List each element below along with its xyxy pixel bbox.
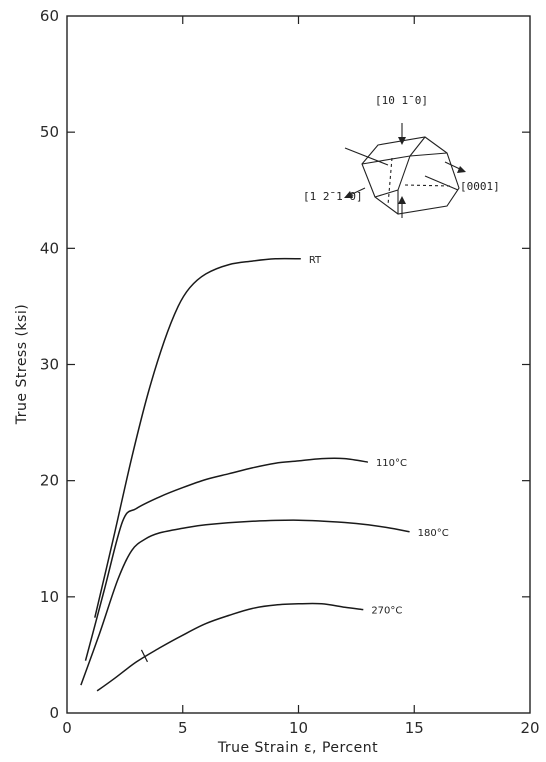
- axis-ticks: 0 5 10 15 20 0 10 20 30 40 50 60: [40, 7, 540, 737]
- y-axis-title: True Stress (ksi): [14, 304, 30, 425]
- x-tick-label: 10: [289, 719, 308, 737]
- crystal-edge: [409, 136, 426, 157]
- y-tick-label: 0: [49, 704, 59, 722]
- y-tick-label: 10: [40, 588, 59, 606]
- series-line: [80, 519, 410, 686]
- x-tick-label: 20: [520, 719, 539, 737]
- series-label: 110°C: [376, 458, 407, 469]
- x-tick-label: 15: [405, 719, 424, 737]
- crystal-edge: [397, 155, 411, 191]
- series-label: RT: [309, 255, 322, 266]
- plot-frame: [66, 15, 531, 714]
- arrowhead: [398, 196, 406, 204]
- crystal-arrowheads: [344, 137, 466, 204]
- y-tick-label: 20: [40, 472, 59, 490]
- crystal-outline: [361, 136, 460, 215]
- x-tick-label: 5: [178, 719, 188, 737]
- crystal-edge: [409, 152, 448, 157]
- y-tick-label: 40: [40, 239, 59, 257]
- series-line: [94, 257, 301, 618]
- arrowhead: [398, 137, 406, 145]
- crystal-edge: [374, 189, 399, 198]
- arrowhead: [344, 191, 353, 198]
- inset-label-1210: [1 2̄ 1 0]: [303, 190, 363, 203]
- curve-marker: [140, 649, 148, 663]
- y-tick-label: 30: [40, 356, 59, 374]
- x-axis-title: True Strain ε, Percent: [217, 740, 378, 756]
- series-label: 180°C: [418, 528, 449, 539]
- y-tick-label: 50: [40, 123, 59, 141]
- crystal-hidden-edge: [387, 157, 393, 206]
- c-axis-line: [424, 175, 459, 191]
- y-tick-label: 60: [40, 7, 59, 25]
- c-axis-line: [344, 147, 389, 166]
- series-labels: RT 110°C 180°C 270°C: [309, 255, 449, 617]
- data-curves: [80, 257, 410, 692]
- arrowhead: [457, 166, 466, 173]
- x-tick-label: 0: [62, 719, 72, 737]
- series-line: [84, 457, 369, 661]
- crystal-edge: [361, 155, 411, 165]
- series-line: [96, 602, 364, 692]
- inset-label-1010: [10 1̄ 0]: [375, 94, 428, 107]
- crystal-hidden-edge: [404, 184, 451, 187]
- series-label: 270°C: [371, 606, 402, 617]
- inset-label-0001: [0001]: [460, 180, 500, 193]
